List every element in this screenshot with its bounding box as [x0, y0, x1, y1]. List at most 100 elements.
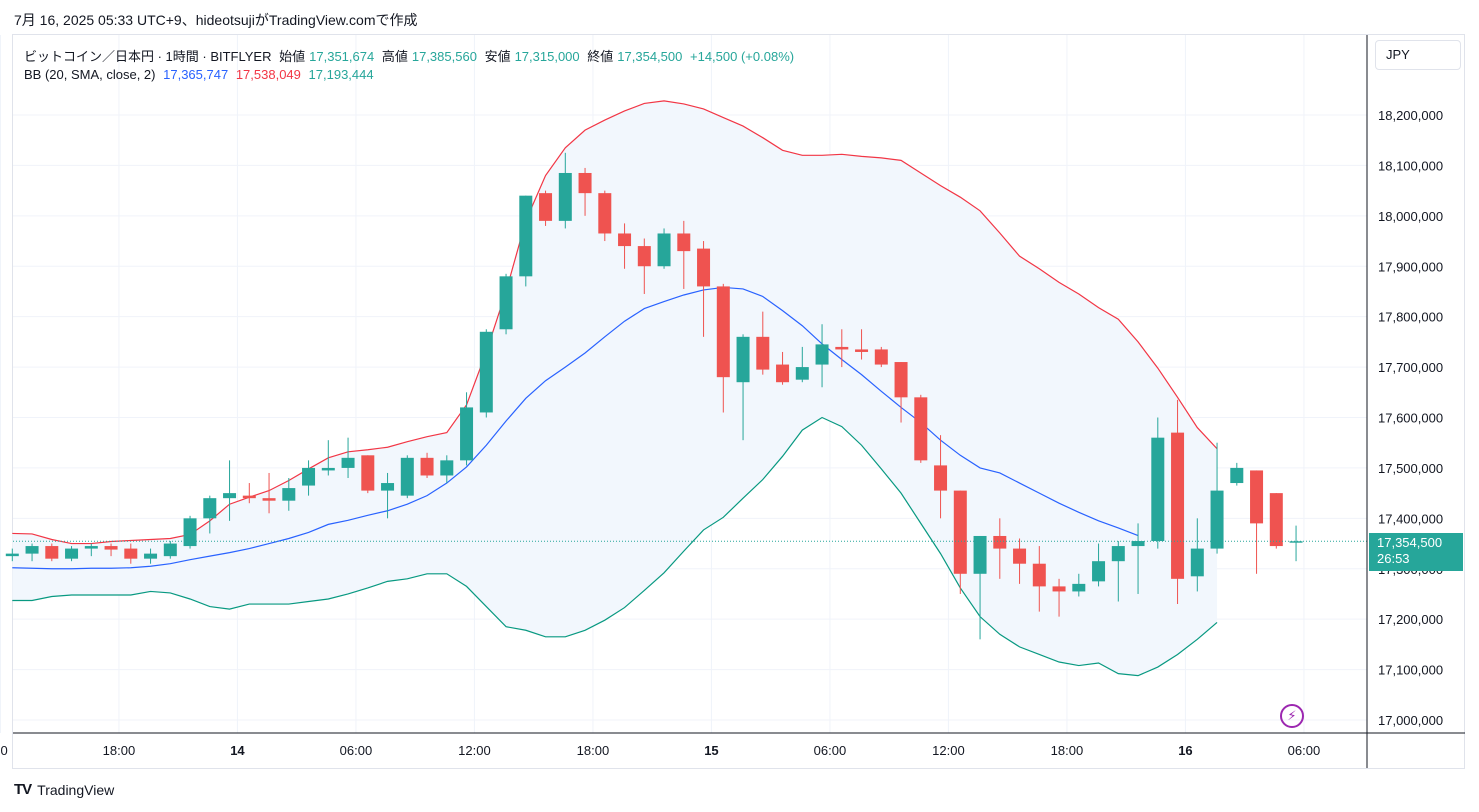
candle-body — [262, 498, 276, 501]
bb-basis-line — [12, 286, 1139, 570]
time-tick-label: 06:00 — [1288, 743, 1321, 758]
candle-body — [381, 483, 395, 491]
candle-body — [25, 546, 39, 554]
price-tick-label: 17,100,000 — [1378, 663, 1443, 678]
price-tick-label: 17,400,000 — [1378, 511, 1443, 526]
time-tick-label: 12:00 — [932, 743, 965, 758]
candle-body — [657, 233, 671, 267]
candle-body — [420, 457, 434, 476]
brand-name: TradingView — [37, 781, 115, 798]
time-tick-label: 15 — [704, 743, 718, 758]
close-value: 17,354,500 — [617, 49, 683, 64]
candle-body — [934, 465, 948, 491]
candle-body — [479, 331, 493, 413]
price-tick-label: 17,800,000 — [1378, 310, 1443, 325]
last-price-tag: 17,354,500 26:53 — [1369, 533, 1463, 571]
candle-body — [677, 233, 691, 252]
candle-body — [5, 553, 19, 557]
candle-body — [400, 457, 414, 496]
candle-body — [1013, 548, 1027, 564]
candle-body — [993, 535, 1007, 549]
candle-body — [302, 467, 316, 486]
bb-basis-value: 17,365,747 — [163, 67, 229, 82]
candle-body — [637, 246, 651, 267]
candles — [5, 152, 1367, 640]
candle-body — [815, 344, 829, 365]
candle-body — [1032, 563, 1046, 587]
candle-body — [519, 195, 533, 277]
price-tick-label: 17,900,000 — [1378, 259, 1443, 274]
symbol-label: ビットコイン／日本円 · 1時間 · BITFLYER — [24, 49, 272, 64]
time-tick-label: 18:00 — [103, 743, 136, 758]
brand-footer[interactable]: TV TradingView — [14, 781, 114, 798]
candle-body — [618, 233, 632, 247]
candle-body — [578, 172, 592, 194]
price-tick-label: 17,500,000 — [1378, 461, 1443, 476]
price-tick-label: 17,700,000 — [1378, 360, 1443, 375]
candle-body — [460, 407, 474, 461]
time-tick-label: 18:00 — [577, 743, 610, 758]
candle-body — [1111, 546, 1125, 562]
candle-body — [203, 498, 217, 519]
time-tick-label: 06:00 — [814, 743, 847, 758]
candle-body — [242, 495, 256, 499]
bar-countdown: 26:53 — [1377, 551, 1410, 566]
price-tick-label: 17,200,000 — [1378, 612, 1443, 627]
time-tick-label: 00 — [0, 743, 8, 758]
candle-body — [1289, 541, 1303, 543]
candle-body — [104, 546, 118, 550]
bb-legend: BB (20, SMA, close, 2) 17,365,747 17,538… — [24, 67, 378, 82]
time-tick-label: 06:00 — [340, 743, 373, 758]
candle-body — [45, 546, 59, 559]
lightning-icon[interactable]: ⚡ — [1280, 704, 1304, 728]
candle-body — [894, 362, 908, 398]
high-label: 高値 — [381, 49, 408, 64]
candle-body — [697, 248, 711, 287]
candle-body — [65, 548, 79, 559]
candle-body — [1269, 493, 1283, 547]
candle-body — [756, 336, 770, 370]
candle-body — [874, 349, 888, 365]
time-tick-label: 14 — [230, 743, 245, 758]
open-value: 17,351,674 — [309, 49, 375, 64]
candle-body — [776, 364, 790, 383]
candle-body — [183, 518, 197, 547]
candle-body — [124, 548, 138, 559]
last-price: 17,354,500 — [1377, 535, 1443, 550]
candle-body — [1131, 541, 1145, 547]
candle-body — [1190, 548, 1204, 577]
candle-body — [953, 490, 967, 574]
candle-body — [598, 193, 612, 234]
candle-body — [1250, 470, 1264, 524]
candle-body — [1171, 432, 1185, 579]
low-value: 17,315,000 — [514, 49, 580, 64]
candle-body — [1092, 561, 1106, 582]
change-value: +14,500 (+0.08%) — [690, 49, 795, 64]
candle-body — [341, 457, 355, 468]
candle-body — [144, 553, 158, 559]
low-label: 安値 — [484, 49, 511, 64]
price-tick-label: 17,600,000 — [1378, 411, 1443, 426]
high-value: 17,385,560 — [411, 49, 477, 64]
open-label: 始値 — [279, 49, 306, 64]
candle-body — [499, 276, 513, 330]
candle-body — [1151, 437, 1165, 542]
candle-body — [282, 488, 296, 501]
candle-body — [321, 467, 335, 471]
time-tick-label: 12:00 — [458, 743, 491, 758]
candle-body — [1210, 490, 1224, 549]
candle-body — [163, 543, 177, 557]
currency-button[interactable]: JPY — [1375, 40, 1461, 70]
candle-body — [835, 346, 849, 350]
candle-body — [440, 460, 454, 476]
chart-panel[interactable] — [12, 34, 1465, 769]
candle-body — [558, 172, 572, 221]
candle-body — [914, 397, 928, 461]
candle-body — [795, 367, 809, 380]
candle-body — [1072, 583, 1086, 592]
ohlc-legend: ビットコイン／日本円 · 1時間 · BITFLYER 始値 17,351,674… — [24, 46, 798, 65]
bb-lower-value: 17,193,444 — [308, 67, 374, 82]
close-label: 終値 — [587, 49, 614, 64]
candle-body — [223, 493, 237, 499]
